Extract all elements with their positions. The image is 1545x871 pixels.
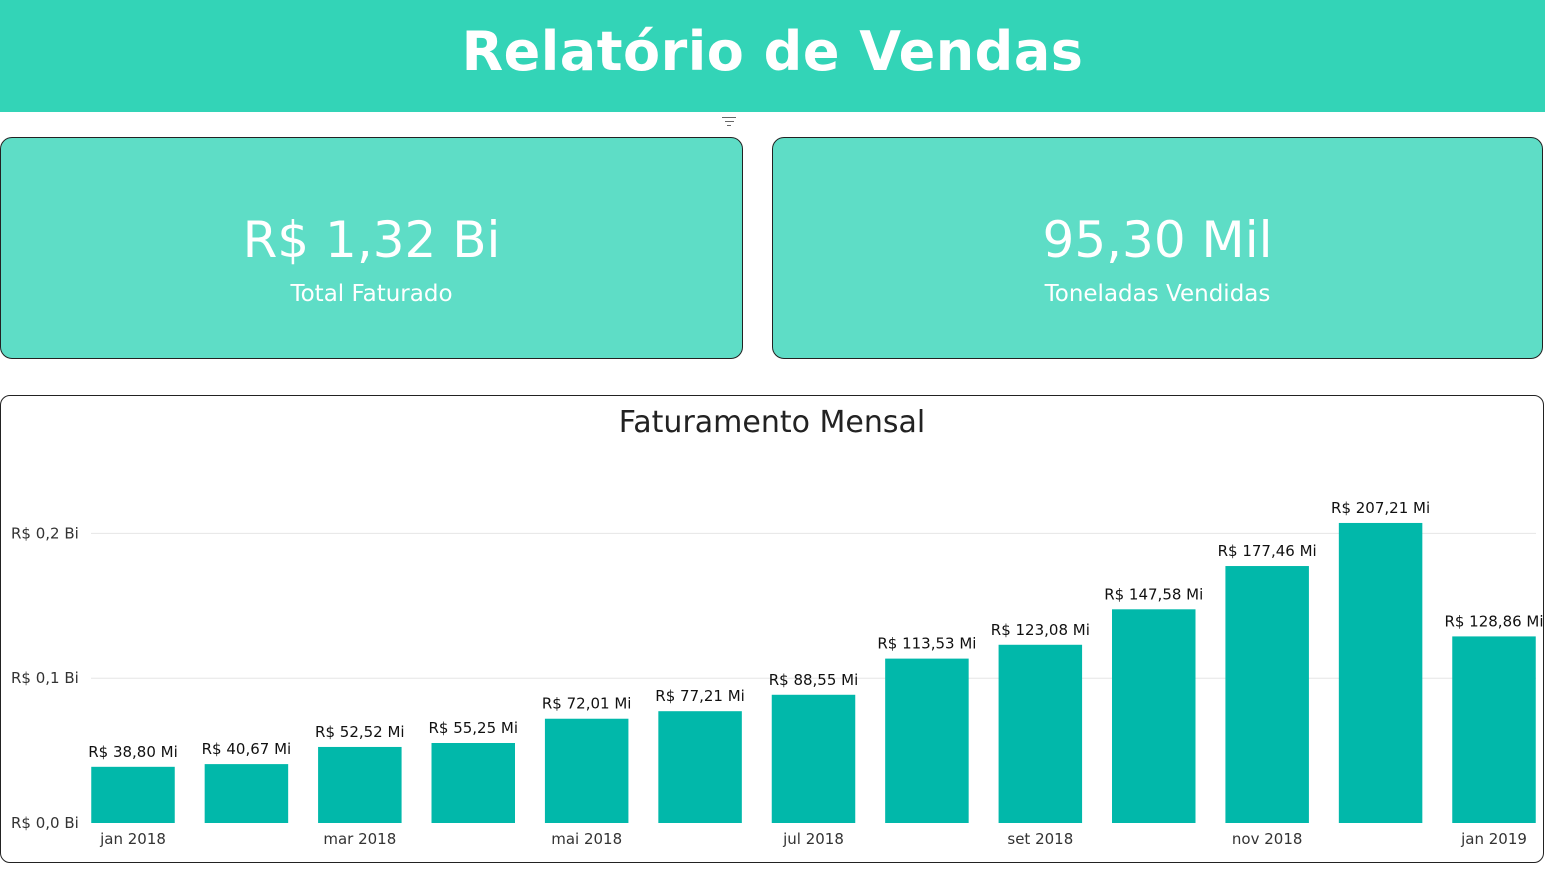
x-tick-label: jan 2019: [1460, 830, 1527, 848]
kpi-value: R$ 1,32 Bi: [242, 211, 501, 269]
data-label: R$ 77,21 Mi: [655, 687, 745, 705]
x-tick-label: mar 2018: [323, 830, 396, 848]
data-label: R$ 38,80 Mi: [88, 743, 178, 761]
x-tick-label: jul 2018: [782, 830, 844, 848]
data-label: R$ 207,21 Mi: [1331, 499, 1430, 517]
chart-title: Faturamento Mensal: [618, 405, 926, 440]
y-tick-label: R$ 0,2 Bi: [11, 524, 79, 542]
x-tick-label: set 2018: [1007, 830, 1073, 848]
data-label: R$ 72,01 Mi: [542, 695, 632, 713]
bar-jun-2018[interactable]: [658, 711, 742, 823]
data-label: R$ 40,67 Mi: [202, 740, 292, 758]
kpi-value: 95,30 Mil: [1042, 211, 1273, 269]
data-label: R$ 123,08 Mi: [991, 621, 1090, 639]
data-label: R$ 55,25 Mi: [428, 719, 518, 737]
kpi-label: Total Faturado: [290, 281, 453, 307]
x-tick-label: jan 2018: [99, 830, 166, 848]
y-tick-label: R$ 0,1 Bi: [11, 669, 79, 687]
y-tick-label: R$ 0,0 Bi: [11, 814, 79, 832]
data-label: R$ 128,86 Mi: [1444, 612, 1543, 630]
bar-out-2018[interactable]: [1112, 609, 1196, 823]
bar-jul-2018[interactable]: [771, 694, 856, 823]
bar-nov-2018[interactable]: [1225, 566, 1309, 823]
x-tick-label: nov 2018: [1232, 830, 1303, 848]
data-label: R$ 113,53 Mi: [877, 635, 976, 653]
kpi-label: Toneladas Vendidas: [1044, 281, 1271, 307]
bar-set-2018[interactable]: [998, 644, 1083, 823]
bar-abr-2018[interactable]: [431, 742, 516, 823]
data-label: R$ 52,52 Mi: [315, 723, 405, 741]
kpi-card-total-faturado: R$ 1,32 Bi Total Faturado: [0, 137, 743, 359]
bar-dez-2018[interactable]: [1338, 522, 1423, 823]
chart-card-faturamento-mensal: Faturamento Mensal R$ 0,0 Bi R$ 0,1 Bi R$ …: [0, 395, 1544, 863]
x-tick-label: mai 2018: [551, 830, 622, 848]
filter-icon[interactable]: [722, 117, 736, 129]
bar-fev-2018[interactable]: [204, 764, 289, 823]
data-label: R$ 177,46 Mi: [1218, 542, 1317, 560]
report-header: Relatório de Vendas: [0, 0, 1545, 112]
data-label: R$ 147,58 Mi: [1104, 585, 1203, 603]
bar-chart: R$ 0,0 Bi R$ 0,1 Bi R$ 0,2 Bi R$ 38,80 Mi ja…: [11, 499, 1544, 848]
bar-mai-2018[interactable]: [544, 718, 629, 823]
report-title: Relatório de Vendas: [461, 19, 1084, 83]
bar-mar-2018[interactable]: [318, 746, 402, 823]
kpi-card-toneladas-vendidas: 95,30 Mil Toneladas Vendidas: [772, 137, 1543, 359]
bar-jan-2019[interactable]: [1452, 636, 1536, 823]
bar-jan-2018[interactable]: [91, 766, 175, 823]
bar-ago-2018[interactable]: [885, 658, 969, 823]
data-label: R$ 88,55 Mi: [769, 671, 859, 689]
